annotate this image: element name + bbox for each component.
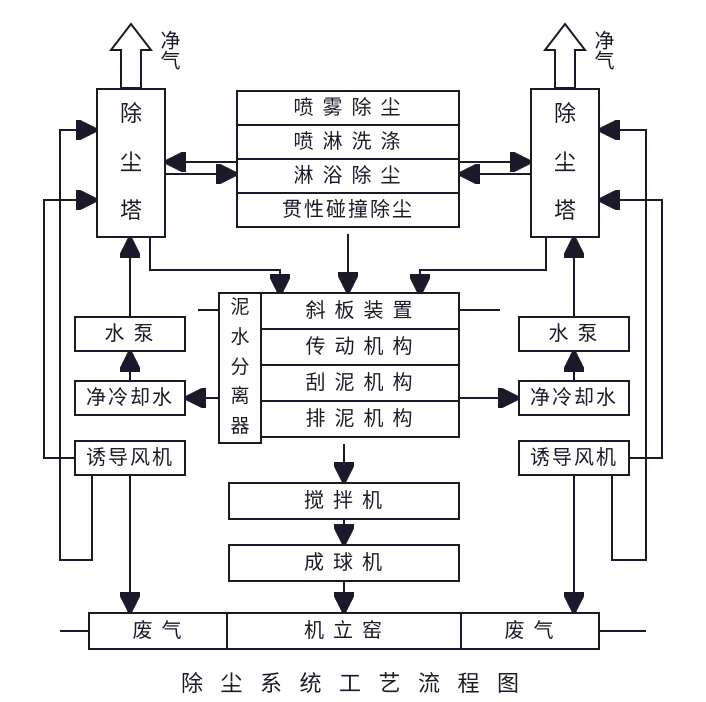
separator-label-box: 泥 水 分 离 器	[218, 292, 262, 444]
fan-right: 诱导风机	[518, 440, 630, 476]
top-methods-row-3: 贯性碰撞除尘	[236, 192, 460, 228]
fan-left: 诱导风机	[74, 440, 186, 476]
baller-box: 成 球 机	[228, 544, 460, 582]
separator-row-2: 刮 泥 机 构	[260, 364, 460, 402]
top-methods-block: 喷 雾 除 尘 喷 淋 洗 涤 淋 浴 除 尘 贯性碰撞除尘	[236, 90, 460, 228]
clean-gas-arrow-left	[111, 24, 151, 88]
dust-tower-right-label: 除 尘 塔	[532, 90, 598, 236]
mixer-box: 搅 拌 机	[228, 482, 460, 520]
dust-tower-right: 除 尘 塔	[530, 88, 600, 238]
top-methods-row-2: 淋 浴 除 尘	[236, 158, 460, 194]
cooling-left: 净冷却水	[74, 380, 186, 416]
waste-gas-left: 废 气	[88, 612, 228, 650]
clean-gas-label-left: 净气	[154, 30, 183, 70]
top-methods-row-0: 喷 雾 除 尘	[236, 90, 460, 126]
separator-row-1: 传 动 机 构	[260, 328, 460, 366]
dust-tower-left-label: 除 尘 塔	[98, 90, 164, 236]
diagram-caption: 除 尘 系 统 工 艺 流 程 图	[0, 666, 706, 698]
clean-gas-label-right: 净气	[588, 30, 617, 70]
pump-right: 水 泵	[518, 316, 630, 352]
cooling-right: 净冷却水	[518, 380, 630, 416]
waste-gas-right: 废 气	[460, 612, 600, 650]
clean-gas-arrow-right	[545, 24, 585, 88]
dust-tower-left: 除 尘 塔	[96, 88, 166, 238]
separator-rows: 斜 板 装 置 传 动 机 构 刮 泥 机 构 排 泥 机 构	[260, 292, 460, 438]
separator-row-0: 斜 板 装 置	[260, 292, 460, 330]
top-methods-row-1: 喷 淋 洗 涤	[236, 124, 460, 160]
kiln: 机 立 窑	[226, 612, 462, 650]
pump-left: 水 泵	[74, 316, 186, 352]
separator-row-3: 排 泥 机 构	[260, 400, 460, 438]
